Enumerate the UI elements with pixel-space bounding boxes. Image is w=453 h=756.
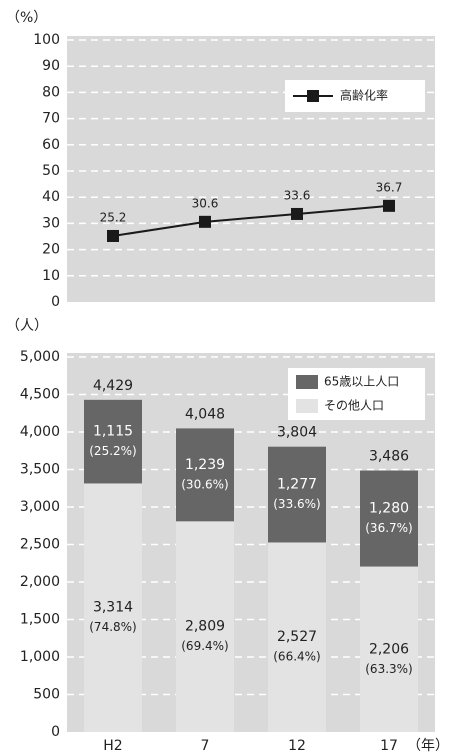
y-tick-label: 90	[42, 58, 60, 74]
plot-area	[67, 36, 435, 302]
percent-label: (66.4%)	[273, 650, 320, 664]
data-label: 2,527	[277, 629, 317, 645]
y-tick-label: 3,500	[20, 462, 60, 478]
data-label: 25.2	[100, 210, 127, 224]
y-tick-label: 40	[42, 189, 60, 205]
y-tick-label: 20	[42, 242, 60, 258]
percent-label: (30.6%)	[181, 477, 228, 491]
marker	[383, 199, 395, 212]
y-tick-label: 60	[42, 137, 60, 153]
y-tick-label: 0	[51, 724, 60, 740]
total-label: 3,804	[277, 425, 317, 441]
y-tick-label: 50	[42, 163, 60, 179]
line	[112, 204, 390, 237]
y-tick-label: 10	[42, 268, 60, 284]
x-tick-label: 7	[201, 738, 210, 754]
data-label: 2,206	[369, 641, 409, 657]
data-label: 1,239	[185, 457, 225, 473]
y-tick-label: 100	[33, 32, 60, 48]
percent-label: (36.7%)	[365, 521, 412, 535]
y-tick-label: 4,500	[20, 387, 60, 403]
marker	[199, 215, 211, 228]
y-tick-label: 3,000	[20, 499, 60, 515]
y-tick-label: 1,000	[20, 649, 60, 665]
data-label: 33.6	[284, 188, 311, 202]
y-axis-label: （%）	[6, 10, 47, 26]
y-tick-label: 1,500	[20, 612, 60, 628]
data-label: 1,280	[369, 501, 409, 517]
data-label: 1,277	[277, 477, 317, 493]
marker	[291, 207, 303, 220]
data-label: 1,115	[93, 424, 133, 440]
bar-segment	[84, 483, 142, 732]
y-tick-label: 2,500	[20, 537, 60, 553]
bar-segment	[84, 399, 142, 484]
y-tick-label: 2,000	[20, 574, 60, 590]
y-tick-label: 70	[42, 111, 60, 127]
percent-label: (69.4%)	[181, 639, 228, 653]
percent-label: (74.8%)	[89, 620, 136, 634]
bar-segment	[268, 446, 326, 543]
y-axis-label: （人）	[6, 318, 48, 334]
y-tick-label: 5,000	[20, 349, 60, 365]
legend-swatch	[296, 399, 318, 413]
bar-segment	[268, 542, 326, 732]
legend-swatch	[296, 375, 318, 389]
percent-label: (33.6%)	[273, 497, 320, 511]
legend-label: その他人口	[324, 399, 384, 413]
y-tick-label: 500	[33, 687, 60, 703]
y-tick-label: 0	[51, 294, 60, 310]
y-tick-label: 80	[42, 84, 60, 100]
marker	[107, 229, 119, 242]
total-label: 4,048	[185, 406, 225, 422]
x-tick-label: 12	[288, 738, 306, 754]
y-tick-label: 30	[42, 215, 60, 231]
x-tick-label: 17	[380, 738, 398, 754]
total-label: 4,429	[93, 378, 133, 394]
x-axis-label: （年）	[407, 738, 449, 754]
bar-segment	[176, 521, 234, 732]
data-label: 2,809	[185, 619, 225, 635]
bar-segment	[360, 566, 418, 732]
data-label: 30.6	[192, 196, 219, 210]
legend-label: 高齢化率	[340, 88, 388, 103]
bar-segment	[176, 428, 234, 522]
y-tick-label: 4,000	[20, 424, 60, 440]
legend-label: 65歳以上人口	[324, 375, 399, 389]
data-label: 36.7	[376, 180, 403, 194]
x-tick-label: H2	[103, 738, 122, 754]
bar-segment	[360, 470, 418, 567]
data-label: 3,314	[93, 600, 133, 616]
percent-label: (25.2%)	[89, 444, 136, 458]
legend-marker	[307, 90, 319, 102]
percent-label: (63.3%)	[365, 662, 412, 676]
total-label: 3,486	[369, 449, 409, 465]
